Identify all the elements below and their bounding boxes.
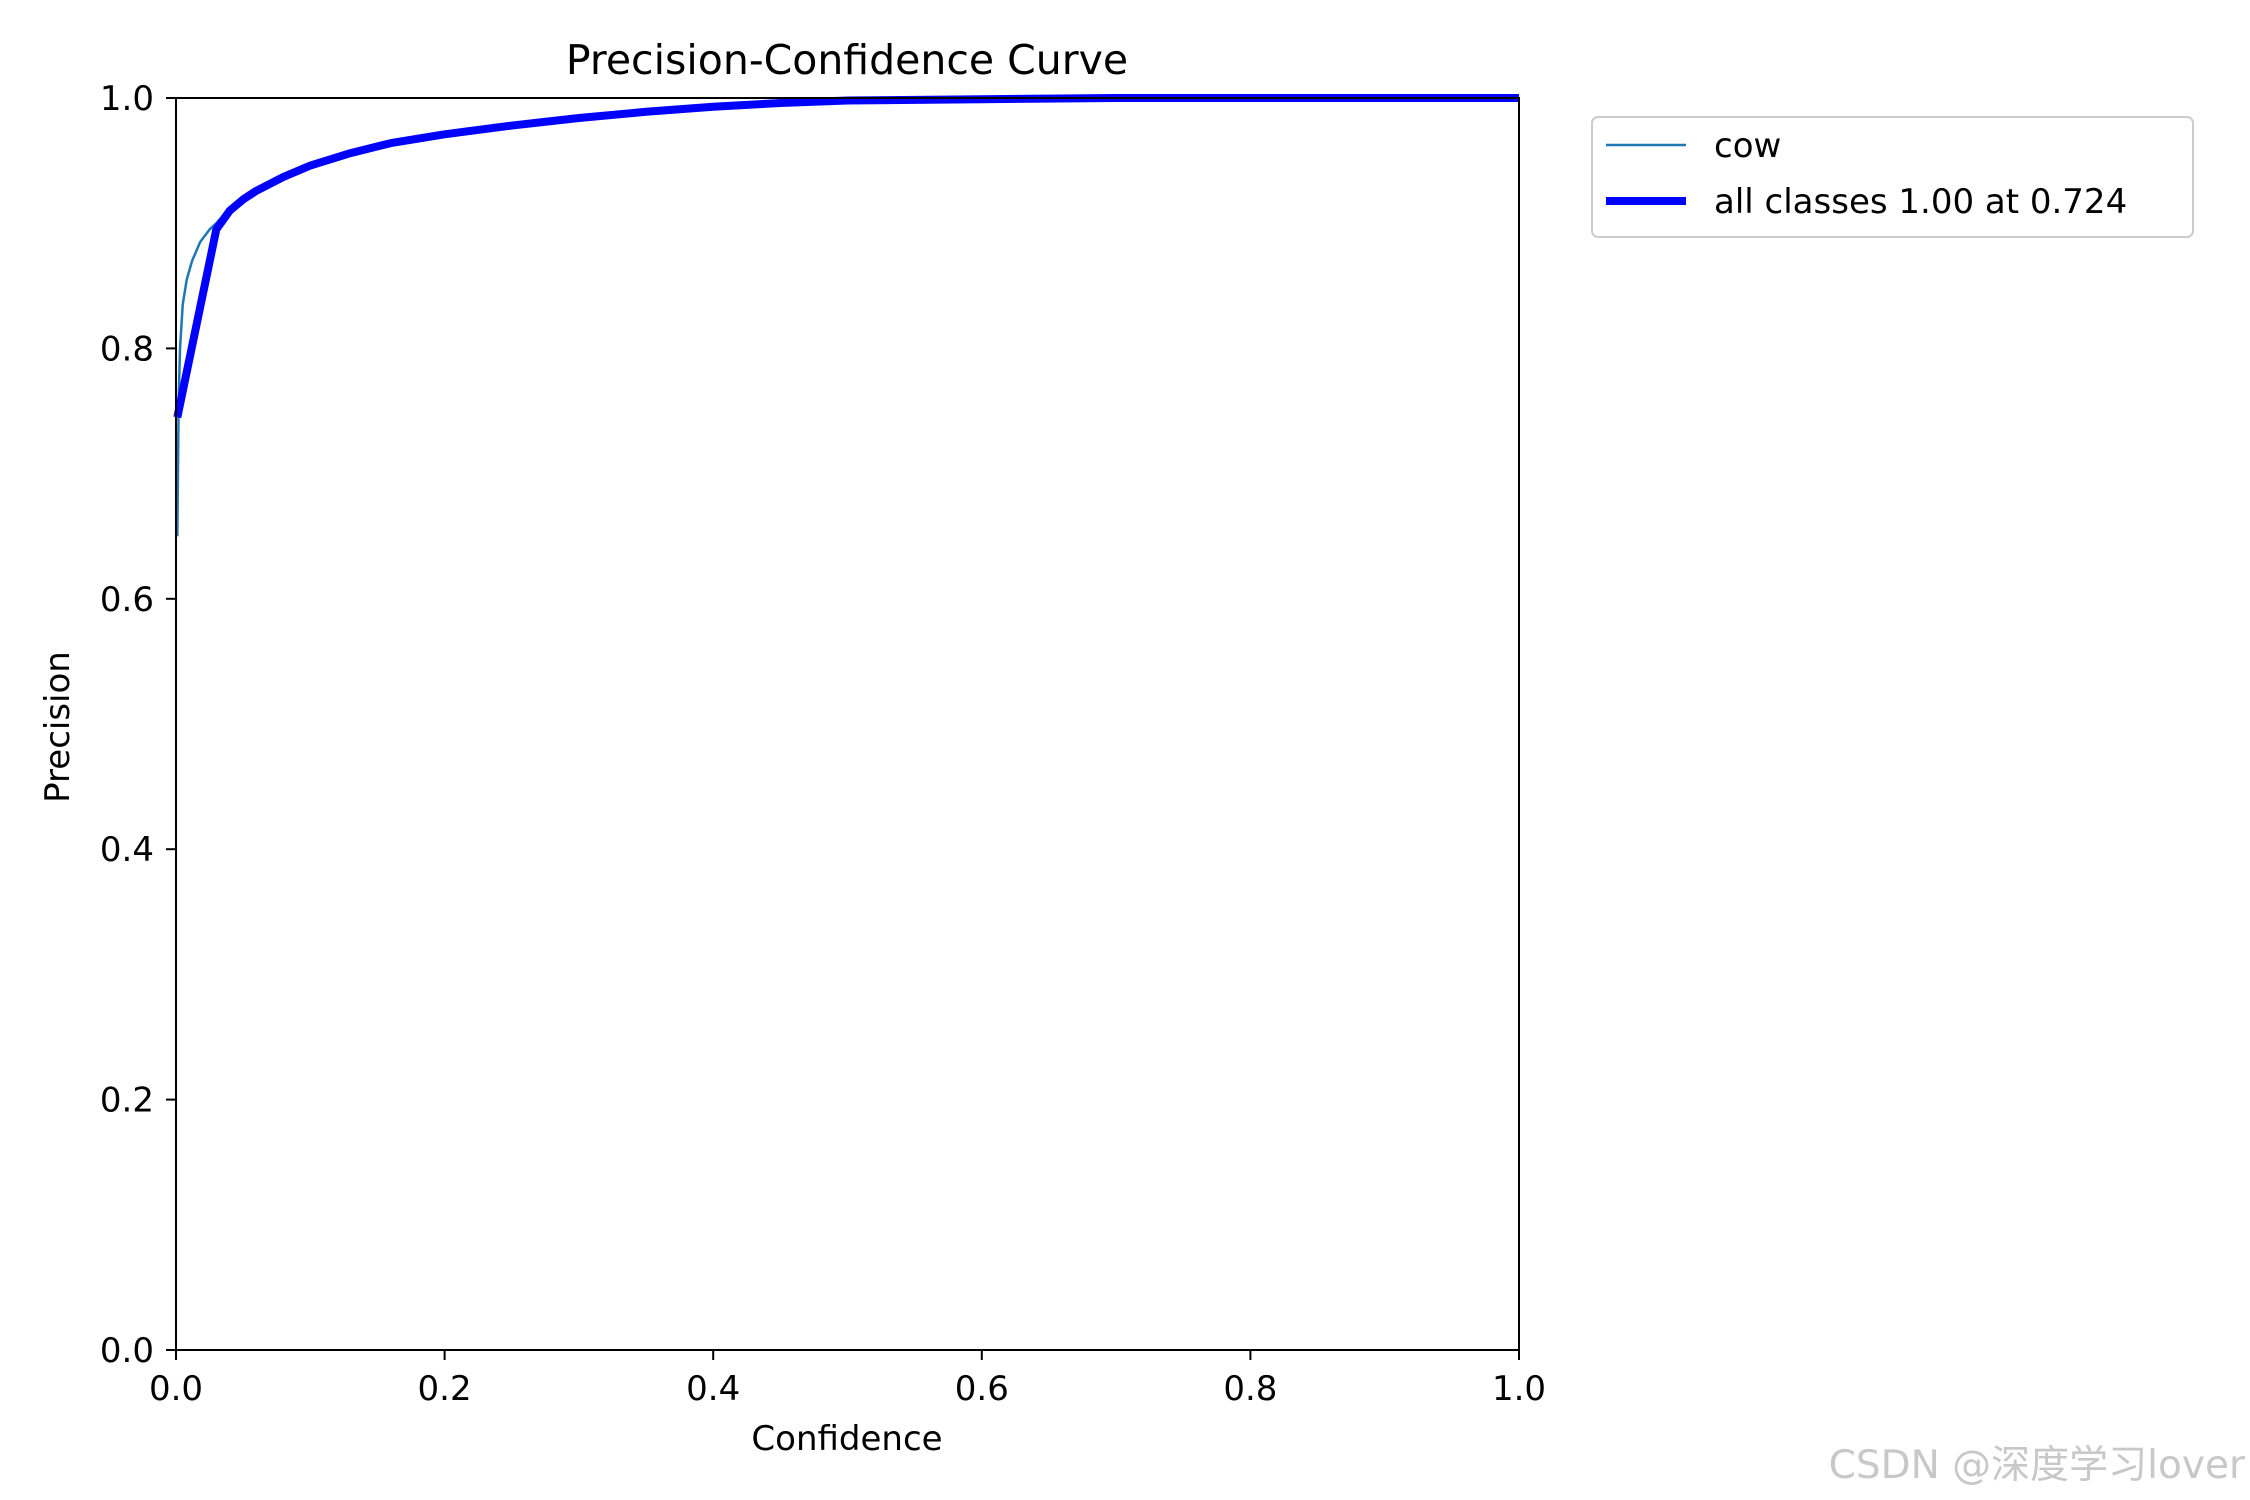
y-tick-label: 0.4 [100,830,154,870]
x-tick-label: 0.4 [686,1369,740,1409]
y-tick-label: 0.0 [100,1331,154,1371]
legend-label-cow: cow [1714,126,1781,166]
x-tick-label: 0.8 [1223,1369,1277,1409]
x-tick-label: 0.0 [149,1369,203,1409]
legend: cow all classes 1.00 at 0.724 [1591,116,2194,238]
legend-box [1591,116,2194,238]
x-tick-label: 1.0 [1492,1369,1546,1409]
x-axis-title: Confidence [751,1419,942,1459]
x-axis-ticks: 0.0 0.2 0.4 0.6 0.8 1.0 [149,1350,1546,1409]
y-tick-label: 0.6 [100,580,154,620]
legend-label-all-classes: all classes 1.00 at 0.724 [1714,182,2127,222]
plot-frame [175,97,1520,1351]
y-axis-ticks: 0.0 0.2 0.4 0.6 0.8 1.0 [100,79,176,1371]
y-tick-label: 0.8 [100,329,154,369]
watermark-text: CSDN @深度学习lover [1829,1443,2246,1488]
y-tick-label: 1.0 [100,79,154,119]
x-tick-label: 0.6 [955,1369,1009,1409]
y-tick-label: 0.2 [100,1081,154,1121]
chart-title: Precision-Confidence Curve [566,36,1128,84]
y-axis-title: Precision [38,651,78,803]
x-tick-label: 0.2 [418,1369,472,1409]
